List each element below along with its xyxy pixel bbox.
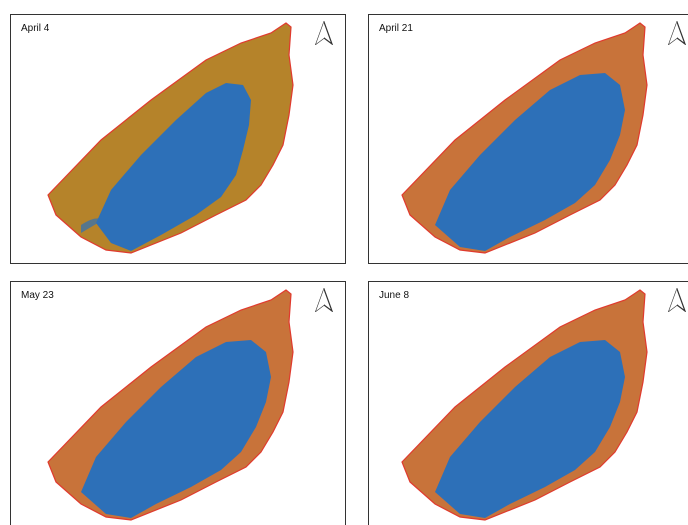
water-channel — [81, 218, 103, 233]
map-panel-april-21: April 21 — [368, 14, 688, 264]
date-label: June 8 — [379, 290, 410, 301]
map-panel-june-8: June 8 — [368, 281, 688, 525]
lake-map — [47, 22, 294, 254]
date-label: April 21 — [379, 23, 413, 34]
lake-map — [401, 289, 648, 521]
lake-map — [401, 22, 648, 254]
date-label: May 23 — [21, 290, 54, 301]
map-panel-may-23: May 23 — [10, 281, 346, 525]
map-panel-april-4: April 4 — [10, 14, 346, 264]
lake-map — [47, 289, 294, 521]
date-label: April 4 — [21, 23, 50, 34]
